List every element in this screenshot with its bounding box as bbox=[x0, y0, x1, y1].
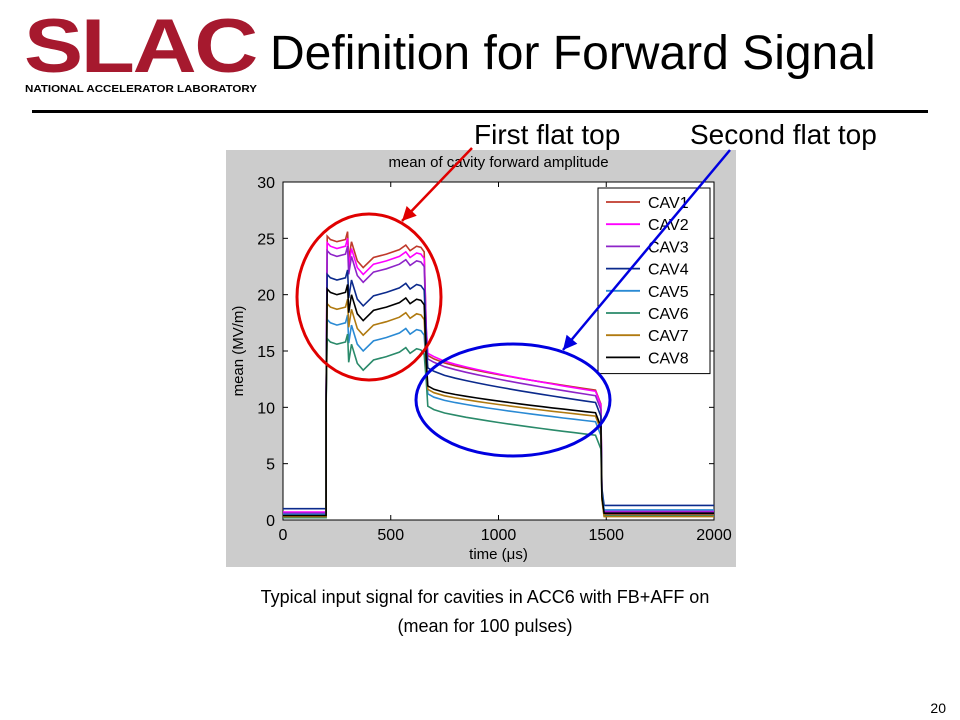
y-tick-label: 25 bbox=[257, 231, 275, 248]
legend-entry: CAV5 bbox=[648, 284, 689, 301]
second-flat-top-ellipse bbox=[414, 342, 612, 458]
legend-box bbox=[597, 187, 711, 375]
logo-tagline: NATIONAL ACCELERATOR LABORATORY bbox=[25, 83, 257, 95]
y-tick-label: 20 bbox=[257, 288, 275, 305]
x-tick-label: 500 bbox=[377, 527, 404, 544]
series-line-cav4 bbox=[283, 269, 714, 510]
legend-entry: CAV4 bbox=[648, 262, 689, 279]
legend-entry: CAV3 bbox=[648, 239, 689, 256]
title-divider bbox=[32, 110, 928, 113]
x-tick-label: 1000 bbox=[481, 527, 517, 544]
page-number: 20 bbox=[930, 700, 946, 716]
x-tick-label: 1500 bbox=[588, 527, 624, 544]
y-tick-label: 0 bbox=[266, 513, 275, 530]
series-line-cav6 bbox=[283, 333, 714, 519]
first-flat-top-ellipse bbox=[295, 212, 443, 382]
figure-caption-line-2: (mean for 100 pulses) bbox=[397, 616, 573, 636]
y-axis-label: mean (MV/m) bbox=[230, 306, 247, 397]
second-flat-top-arrow-head bbox=[563, 334, 578, 350]
y-tick-label: 15 bbox=[257, 344, 275, 361]
second-flat-top-arrow-shaft bbox=[562, 149, 731, 351]
callout-first-flat-top: First flat top bbox=[474, 119, 621, 150]
logo-word: SLAC bbox=[24, 8, 256, 89]
first-flat-top-arrow-head bbox=[402, 206, 417, 221]
x-tick-label: 0 bbox=[279, 527, 288, 544]
legend-entry: CAV1 bbox=[648, 195, 689, 212]
legend-entry: CAV6 bbox=[648, 306, 689, 323]
y-tick-label: 10 bbox=[257, 400, 275, 417]
slide-title: Definition for Forward Signal bbox=[270, 27, 876, 80]
chart-title: mean of cavity forward amplitude bbox=[388, 154, 608, 171]
legend-entry: CAV8 bbox=[648, 350, 689, 367]
y-tick-label: 30 bbox=[257, 175, 275, 192]
slac-logo: SLAC NATIONAL ACCELERATOR LABORATORY bbox=[22, 4, 262, 98]
x-axis-label: time (μs) bbox=[469, 546, 528, 563]
slac-logo-graphic: SLAC NATIONAL ACCELERATOR LABORATORY bbox=[24, 4, 258, 95]
y-tick-label: 5 bbox=[266, 457, 275, 474]
x-tick-label: 2000 bbox=[696, 527, 732, 544]
first-flat-top-arrow-shaft bbox=[401, 147, 473, 222]
legend-entry: CAV7 bbox=[648, 328, 689, 345]
figure-caption-line-1: Typical input signal for cavities in ACC… bbox=[260, 587, 710, 607]
callout-second-flat-top: Second flat top bbox=[690, 119, 877, 150]
